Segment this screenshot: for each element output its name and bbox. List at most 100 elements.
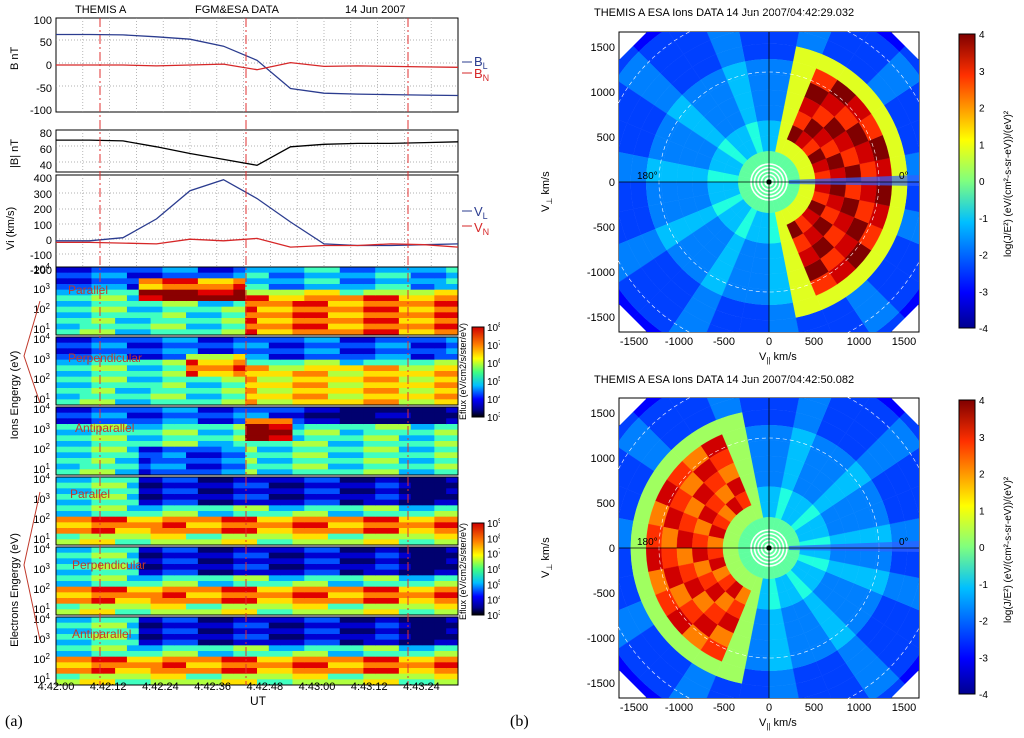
cbar-tick: 3 <box>979 433 985 444</box>
panel-b: B nT 100 50 0 -50 -100 BL BN <box>9 15 489 117</box>
x-tick: 4:43:12 <box>351 681 388 693</box>
panel-v: Vi (km/s) 400 300 200 100 0 -100 -200 VL… <box>5 173 489 277</box>
cbar-tick: -2 <box>979 617 988 628</box>
vpar-tick: -500 <box>713 702 735 714</box>
cbar-tick: 105 <box>487 579 500 591</box>
cbar-tick: 3 <box>979 67 985 78</box>
cbar-tick: 2 <box>979 470 985 481</box>
vpar-tick: 1000 <box>847 336 871 348</box>
cbar-tick: -2 <box>979 251 988 262</box>
x-tick: 4:42:24 <box>142 681 179 693</box>
spec-ytick: 103 <box>33 422 50 436</box>
cbar-tick: 0 <box>979 177 985 188</box>
v-ytick: 400 <box>34 173 52 185</box>
v-ytick: -200 <box>30 265 52 277</box>
vpar-tick: -1000 <box>665 336 693 348</box>
cbar-tick: 109 <box>487 518 500 530</box>
bmag-series <box>56 139 459 166</box>
spec-label: Antiparallel <box>75 421 134 435</box>
vpar-tick: 1000 <box>847 702 871 714</box>
vperp-tick: -1500 <box>587 312 615 324</box>
bmag-ytick: 40 <box>40 160 52 172</box>
vpar-label: V|| km/s <box>759 351 797 365</box>
header-data: FGM&ESA DATA <box>195 4 280 16</box>
ions-label: Ions Engergy (eV) <box>9 351 21 440</box>
velocity-distribution-bottom: 180° 0° -1500 -1500 -1000 -1000 -500 -500 0 0 500 5… <box>540 377 1014 731</box>
vpar-tick: -1500 <box>620 702 648 714</box>
vpar-tick: -1500 <box>620 336 648 348</box>
vperp-tick: 500 <box>597 498 615 510</box>
x-tick: 4:42:12 <box>90 681 127 693</box>
cbar-tick: 105 <box>487 376 500 388</box>
legend-bn: BN <box>474 66 489 83</box>
x-tick: 4:43:24 <box>403 681 440 693</box>
spec-ytick: 104 <box>33 542 50 556</box>
vpar-label: V|| km/s <box>759 717 797 731</box>
x-tick: 4:42:00 <box>38 681 75 693</box>
spec-ytick: 102 <box>33 372 50 386</box>
vperp-tick: -1500 <box>587 678 615 690</box>
b-ytick: 100 <box>34 15 52 27</box>
left-figure: THEMIS A FGM&ESA DATA 14 Jun 2007 B nT 1… <box>5 4 500 708</box>
cbar-tick: 106 <box>487 564 500 576</box>
v-ytick: -100 <box>30 250 52 262</box>
cbar-tick: 106 <box>487 358 500 370</box>
vpar-tick: 1500 <box>892 336 916 348</box>
vperp-tick: -1000 <box>587 633 615 645</box>
v-ytick: 300 <box>34 189 52 201</box>
spec-ytick: 102 <box>33 442 50 456</box>
vpar-tick: 1500 <box>892 702 916 714</box>
electron-colorbar: Eflux (eV/cm2/s/ster/eV) 109 108 107 106 105… <box>458 518 500 622</box>
vperp-tick: 1000 <box>591 453 615 465</box>
vpar-tick: 500 <box>805 336 823 348</box>
spec-ytick: 103 <box>33 632 50 646</box>
caption-a: (a) <box>5 713 23 730</box>
caption-b: (b) <box>510 713 529 730</box>
header-date: 14 Jun 2007 <box>345 4 406 16</box>
angle-label-0: 0° <box>899 171 909 182</box>
cbar-tick: 1 <box>979 140 985 151</box>
spec-label: Parallel <box>70 487 110 501</box>
right-figure: THEMIS A ESA Ions DATA 14 Jun 2007/04:42… <box>540 7 1014 731</box>
cbar-tick: 2 <box>979 104 985 115</box>
cbar-tick: 0 <box>979 543 985 554</box>
b-ytick: 0 <box>46 60 52 72</box>
cbar-tick: 4 <box>979 30 985 41</box>
panel-bmag-ylabel: |B| nT <box>9 139 21 168</box>
spectrograms <box>55 266 459 686</box>
bmag-ytick: 80 <box>40 128 52 140</box>
spec-ytick: 102 <box>33 512 50 526</box>
cbar-tick: 108 <box>487 533 500 545</box>
b-ytick: 50 <box>40 37 52 49</box>
spec-ytick: 103 <box>33 492 50 506</box>
cbar-tick: 103 <box>487 412 500 424</box>
x-tick: 4:42:36 <box>194 681 231 693</box>
vperp-tick: -500 <box>593 222 615 234</box>
panel-bmag: |B| nT 80 60 40 <box>9 128 459 173</box>
legend-vl: VL <box>474 204 488 221</box>
spec-label: Parallel <box>68 283 108 297</box>
panel-v-ylabel: Vi (km/s) <box>5 207 17 250</box>
vl-series <box>56 178 459 247</box>
cbar-tick: 107 <box>487 549 500 561</box>
spec-ytick: 104 <box>33 332 50 346</box>
b-ytick: -100 <box>30 105 52 117</box>
vpar-tick: 500 <box>805 702 823 714</box>
vpar-tick: 0 <box>766 336 772 348</box>
v-ytick: 200 <box>34 204 52 216</box>
bottom-plot-title: THEMIS A ESA Ions DATA 14 Jun 2007/04:42… <box>594 374 854 386</box>
spec-ytick: 103 <box>33 562 50 576</box>
spec-ytick: 104 <box>33 472 50 486</box>
vperp-label: V⊥ km/s <box>540 171 554 212</box>
angle-label-0: 0° <box>899 537 909 548</box>
spec-label: Perpendicular <box>68 351 142 365</box>
x-axis-label: UT <box>250 694 267 708</box>
spec-ytick: 103 <box>33 282 50 296</box>
x-tick: 4:42:48 <box>246 681 283 693</box>
angle-label-180: 180° <box>637 537 658 548</box>
electrons-label: Electrons Engergy (eV) <box>9 533 21 647</box>
cbar-tick: 4 <box>979 396 985 407</box>
spec-ytick: 103 <box>33 352 50 366</box>
ion-cbar-label: Eflux (eV/cm2/s/ster/eV) <box>458 323 468 420</box>
cbar-tick: -1 <box>979 214 988 225</box>
